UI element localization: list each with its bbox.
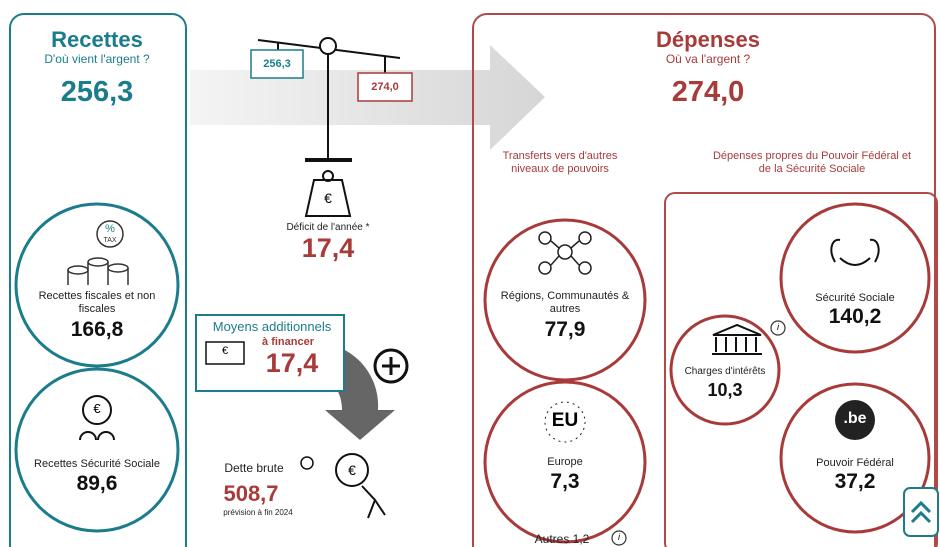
info-icon	[770, 320, 786, 336]
icon-text: .be	[843, 410, 867, 427]
value: 77,9	[544, 318, 586, 341]
weight-icon	[304, 179, 352, 217]
info-icon	[611, 530, 627, 546]
moyens-title: Moyens additionnels	[212, 319, 332, 334]
balance-right: 274,0	[371, 81, 399, 93]
debt-person	[361, 485, 386, 519]
icon-text: TAX	[103, 237, 117, 244]
label: Sécurité Sociale	[815, 292, 895, 304]
value: 37,2	[834, 470, 876, 493]
debt-icon	[335, 453, 369, 487]
icon-text: i	[777, 322, 779, 332]
depenses-panel	[472, 13, 936, 547]
label: Charges d'intérêts	[684, 366, 766, 377]
moyens-subtitle: à financer	[262, 336, 314, 348]
autres: Autres 1,2	[534, 532, 590, 546]
title: Dépenses	[656, 27, 760, 52]
title: Recettes	[51, 27, 143, 52]
right-box	[357, 72, 413, 102]
subtitle: Où va l'argent ?	[665, 52, 751, 66]
people-icon	[79, 431, 115, 441]
value: 140,2	[828, 305, 882, 328]
eu-stars	[544, 401, 586, 443]
total: 274,0	[671, 76, 745, 108]
icon-text: €	[348, 462, 356, 478]
moyens-value: 17,4	[265, 348, 319, 378]
icon-text: i	[618, 532, 620, 542]
circle	[779, 202, 931, 354]
pivot	[319, 37, 337, 55]
circle	[669, 314, 781, 426]
left-box	[250, 49, 304, 79]
circle	[483, 218, 647, 382]
deficit-value: 17,4	[301, 233, 355, 263]
circle	[14, 202, 180, 368]
label: Recettes Sécurité Sociale	[34, 458, 160, 470]
deficit-label: Déficit de l'année *	[286, 222, 370, 233]
recettes-panel	[9, 13, 187, 547]
value: 10,3	[707, 380, 743, 400]
value: 166,8	[70, 318, 124, 341]
heading: Dépenses propres du Pouvoir Fédéral et d…	[712, 150, 912, 175]
subtitle: D'où vient l'argent ?	[44, 52, 150, 66]
label: Europe	[547, 456, 583, 468]
circle	[779, 382, 931, 534]
total: 256,3	[60, 76, 134, 108]
label: Régions, Communautés & autres	[500, 290, 630, 315]
plus-sign	[382, 357, 400, 375]
value: 7,3	[550, 470, 580, 493]
scroll-top-chevrons	[910, 500, 932, 524]
icon-text: EU	[551, 410, 579, 431]
label: Pouvoir Fédéral	[816, 457, 894, 469]
icon-text: €	[221, 345, 229, 357]
be-icon	[835, 400, 875, 440]
circle	[14, 367, 180, 533]
icon-text: €	[93, 401, 101, 416]
dette-note: prévision à fin 2024	[223, 508, 293, 517]
cash-icon	[205, 341, 245, 365]
euro-circle	[82, 395, 112, 425]
icon-text: %	[105, 223, 115, 235]
magnifier	[300, 456, 314, 470]
network-icon	[538, 231, 592, 275]
bank-icon	[712, 323, 762, 355]
value: 89,6	[76, 472, 118, 495]
tax-icon	[96, 220, 124, 248]
own-box	[664, 192, 938, 547]
hands-icon	[830, 238, 880, 266]
circle	[483, 380, 647, 544]
icon-text: €	[324, 190, 332, 206]
weight-ring	[322, 170, 334, 182]
coins-icon	[67, 257, 129, 285]
dette-value: 508,7	[223, 481, 279, 506]
heading: Transferts vers d'autres niveaux de pouv…	[502, 150, 618, 175]
dette-label: Dette brute	[224, 461, 284, 475]
balance-left: 256,3	[263, 58, 291, 70]
label: Recettes fiscales et non fiscales	[38, 290, 156, 315]
